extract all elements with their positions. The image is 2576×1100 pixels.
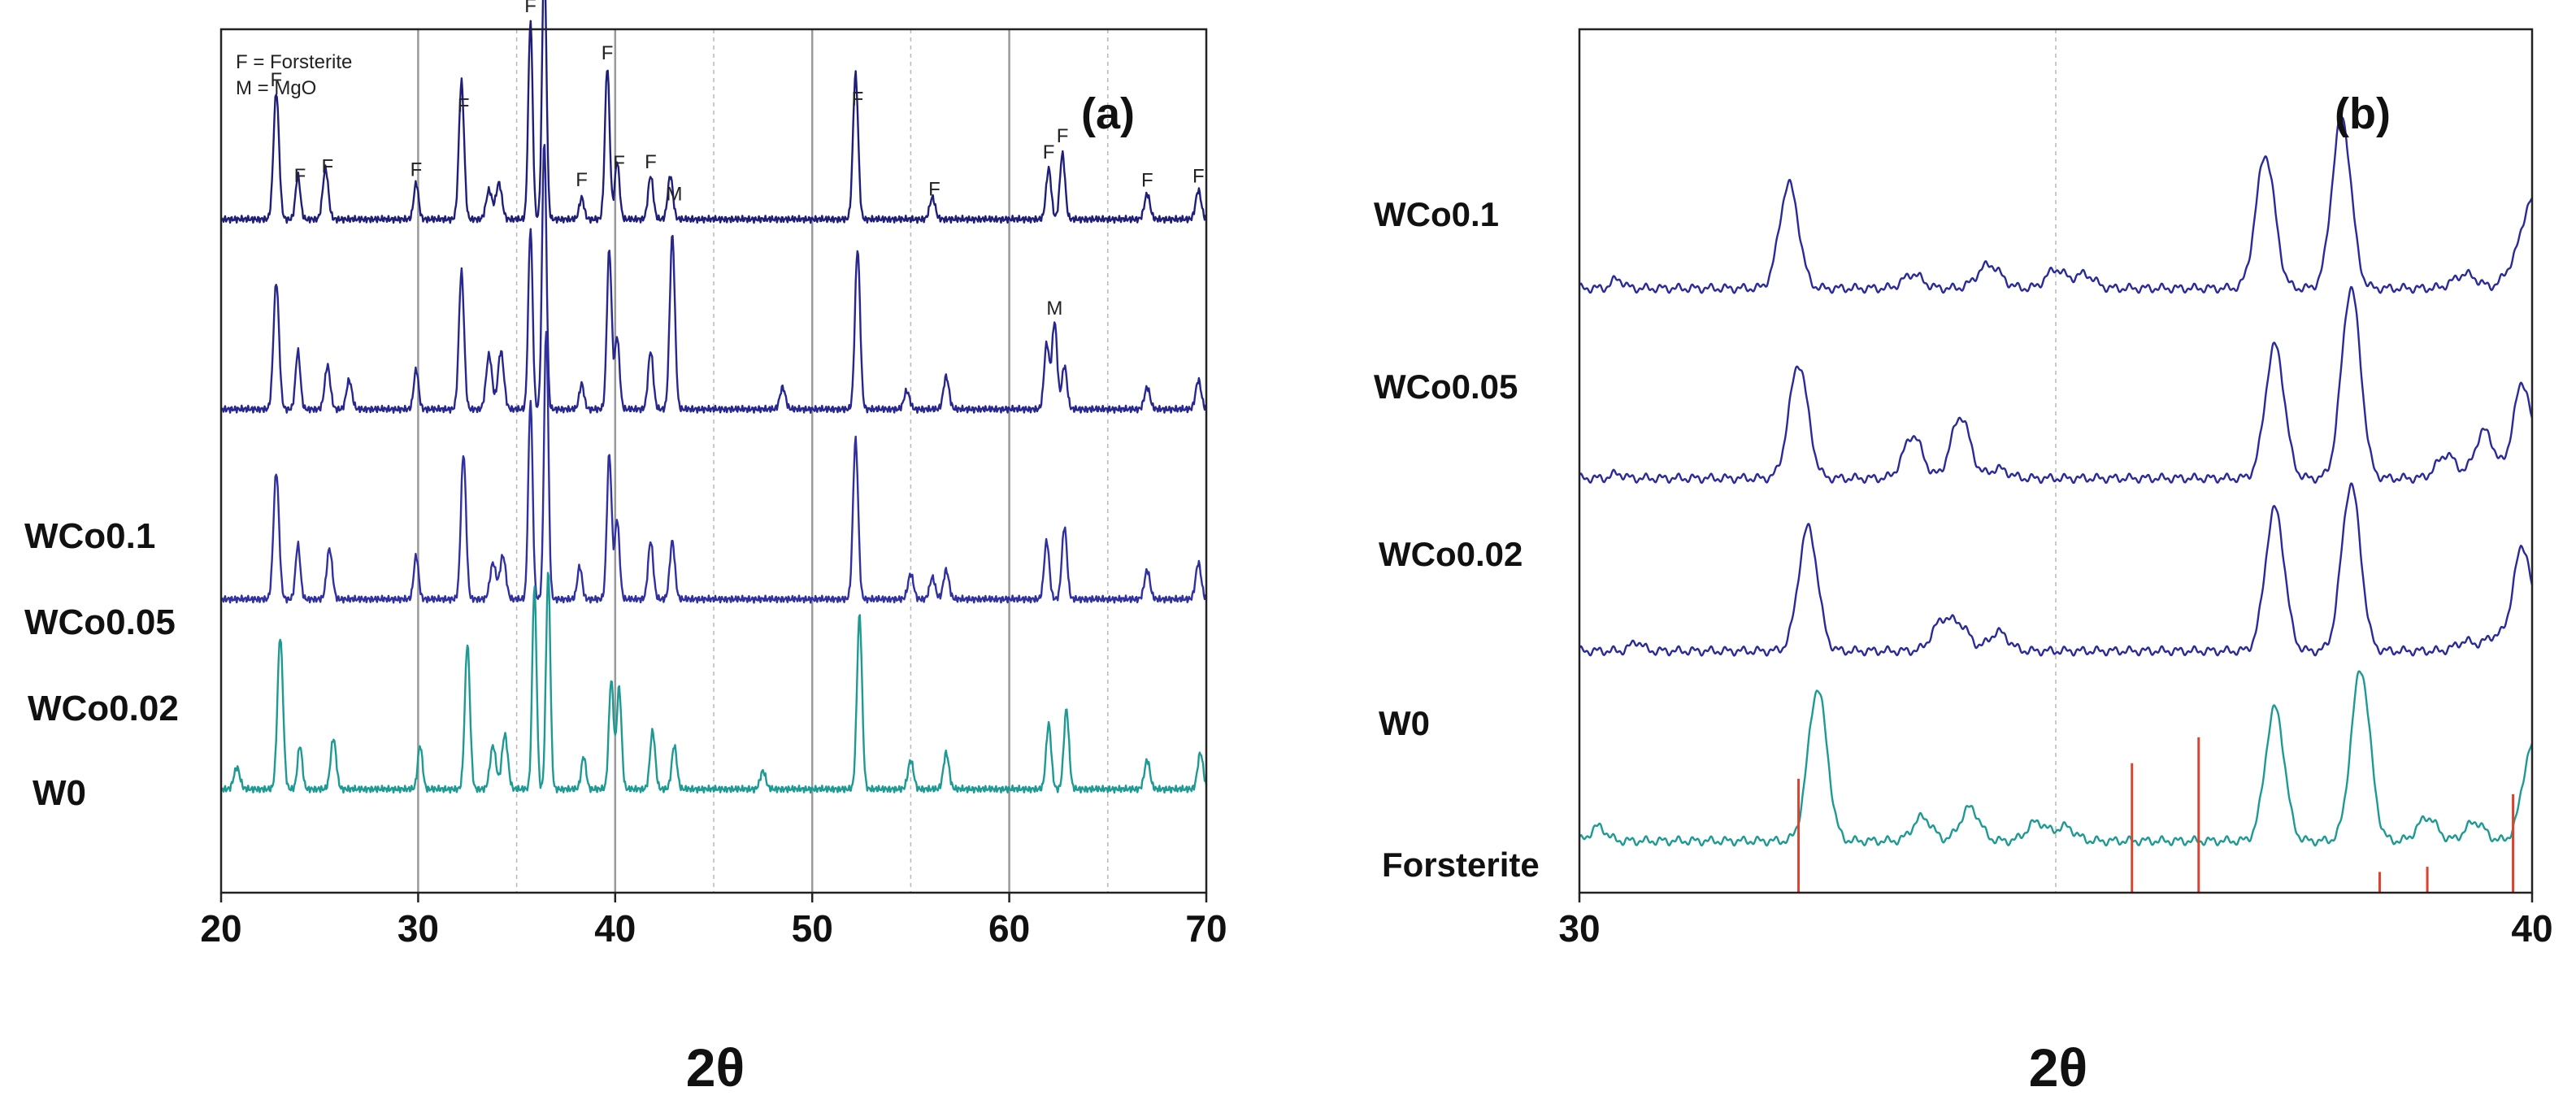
a-peak-annotation: F bbox=[524, 0, 536, 17]
a-peak-annotation: F bbox=[1141, 170, 1153, 192]
a-peak-annotation: F bbox=[852, 88, 864, 110]
a-peak-annotation: F bbox=[411, 159, 423, 181]
a-peak-annotation: F bbox=[294, 165, 306, 187]
a-peak-annotation: M bbox=[1046, 298, 1062, 320]
a-peak-annotation: F bbox=[928, 178, 940, 200]
panel-a-gridlines bbox=[417, 29, 1109, 893]
b-trace-w0 bbox=[1578, 670, 2534, 847]
panel-b-traces bbox=[1578, 115, 2534, 847]
panel-a-x-axis-title: 2θ bbox=[686, 1037, 745, 1098]
panel-a-x-axis: 20 30 40 50 60 70 bbox=[200, 893, 1227, 950]
panel-b-series-label-w0: W0 bbox=[1379, 704, 1430, 742]
panel-b-label: (b) bbox=[2335, 89, 2391, 138]
panel-a-legend-mgo: M = MgO bbox=[236, 77, 316, 99]
a-x-tick-label: 20 bbox=[200, 907, 241, 950]
a-peak-annotation: F bbox=[322, 156, 334, 178]
panel-a-label: (a) bbox=[1081, 89, 1135, 138]
panel-a-series-label-wco0-02: WCo0.02 bbox=[28, 689, 179, 728]
a-x-tick-label: 50 bbox=[792, 907, 833, 950]
panel-a-series-label-wco0-1: WCo0.1 bbox=[24, 516, 155, 556]
b-x-tick-label: 30 bbox=[1558, 907, 1600, 950]
a-peak-annotation: F bbox=[1043, 141, 1055, 163]
b-trace-wco0-02 bbox=[1578, 482, 2534, 657]
panel-b-series-label-forsterite: Forsterite bbox=[1382, 846, 1540, 884]
a-x-tick-label: 30 bbox=[397, 907, 439, 950]
panel-a-peak-annotations: FFFFFFFFFFFMFFFFFFM bbox=[271, 0, 1205, 320]
panel-a-series-label-w0: W0 bbox=[33, 773, 86, 813]
a-trace-wco0-05 bbox=[219, 144, 1208, 414]
a-peak-annotation: F bbox=[458, 94, 470, 116]
a-trace-w0 bbox=[219, 572, 1208, 794]
panel-a-series-label-wco0-05: WCo0.05 bbox=[24, 602, 176, 642]
panel-a-chart: FFFFFFFFFFFMFFFFFFM 20 30 40 50 60 70 F = For… bbox=[24, 0, 1227, 1098]
panel-b-chart: 30 40 (b) WCo0.1 WCo0.05 WCo0.02 W0 Forst… bbox=[1374, 28, 2553, 1098]
a-peak-annotation: F bbox=[613, 152, 625, 174]
panel-b-series-label-wco0-02: WCo0.02 bbox=[1379, 535, 1523, 573]
a-peak-annotation: F bbox=[645, 151, 657, 173]
panel-b-series-label-wco0-05: WCo0.05 bbox=[1374, 367, 1518, 406]
a-peak-annotation: F bbox=[576, 169, 588, 191]
a-x-tick-label: 60 bbox=[988, 907, 1030, 950]
a-peak-annotation: F bbox=[1192, 166, 1205, 188]
a-peak-annotation: F bbox=[271, 69, 283, 91]
a-peak-annotation: F bbox=[1057, 125, 1069, 147]
b-trace-wco0-1 bbox=[1578, 115, 2534, 294]
a-trace-wco0-1 bbox=[219, 0, 1208, 224]
panel-b-forsterite-reference bbox=[1797, 737, 2515, 893]
panel-b-x-axis: 30 40 bbox=[1558, 893, 2553, 950]
panel-a-traces bbox=[219, 0, 1208, 794]
a-trace-wco0-02 bbox=[219, 331, 1208, 604]
panel-b-plot-frame bbox=[1578, 28, 2534, 894]
a-peak-annotation: M bbox=[667, 184, 683, 206]
panel-a-legend-forsterite: F = Forsterite bbox=[236, 51, 352, 73]
a-x-tick-label: 40 bbox=[594, 907, 636, 950]
panel-b-x-axis-title: 2θ bbox=[2029, 1037, 2087, 1098]
panel-a-plot-frame bbox=[219, 28, 1208, 894]
b-x-tick-label: 40 bbox=[2511, 907, 2552, 950]
a-x-tick-label: 70 bbox=[1185, 907, 1227, 950]
panel-b-series-label-wco0-1: WCo0.1 bbox=[1374, 195, 1499, 233]
a-peak-annotation: F bbox=[602, 42, 614, 64]
b-trace-wco0-05 bbox=[1578, 285, 2534, 485]
